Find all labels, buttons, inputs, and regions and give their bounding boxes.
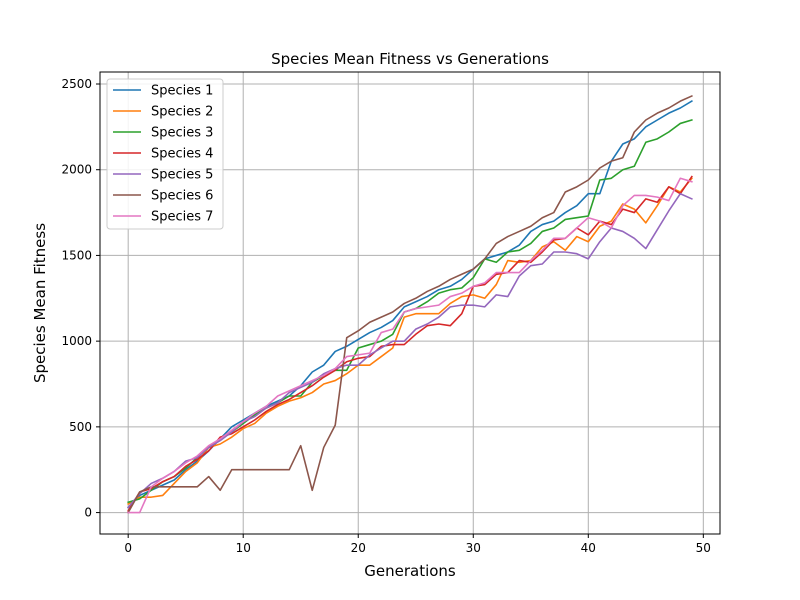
- legend-label: Species 3: [151, 126, 213, 141]
- legend-label: Species 5: [151, 168, 213, 183]
- x-axis-label: Generations: [364, 562, 456, 580]
- legend-label: Species 7: [151, 210, 213, 225]
- x-tick-label: 40: [581, 541, 596, 555]
- y-tick-label: 0: [84, 506, 92, 520]
- y-tick-label: 2000: [61, 163, 92, 177]
- y-tick-label: 1000: [61, 334, 92, 348]
- grid-lines: [100, 72, 720, 534]
- chart-title: Species Mean Fitness vs Generations: [271, 50, 549, 68]
- legend-label: Species 1: [151, 84, 213, 99]
- x-tick-label: 0: [124, 541, 132, 555]
- y-tick-label: 500: [69, 420, 92, 434]
- legend-label: Species 4: [151, 147, 213, 162]
- y-tick-label: 2500: [61, 77, 92, 91]
- series-lines: [127, 94, 693, 514]
- series-line-7: [127, 177, 693, 514]
- y-tick-label: 1500: [61, 248, 92, 262]
- y-axis-label: Species Mean Fitness: [31, 223, 49, 383]
- legend: Species 1 Species 2 Species 3 Species 4 Spec…: [106, 78, 224, 230]
- series-line-6: [127, 94, 693, 514]
- legend-box: [106, 78, 224, 230]
- series-line-2: [127, 177, 693, 506]
- x-tick-label: 20: [351, 541, 366, 555]
- plot-frame: [99, 71, 721, 535]
- legend-label: Species 2: [151, 105, 213, 120]
- legend-label: Species 6: [151, 189, 213, 204]
- x-tick-label: 50: [696, 541, 711, 555]
- series-line-5: [127, 192, 693, 509]
- x-tick-label: 10: [236, 541, 251, 555]
- x-tick-label: 30: [466, 541, 481, 555]
